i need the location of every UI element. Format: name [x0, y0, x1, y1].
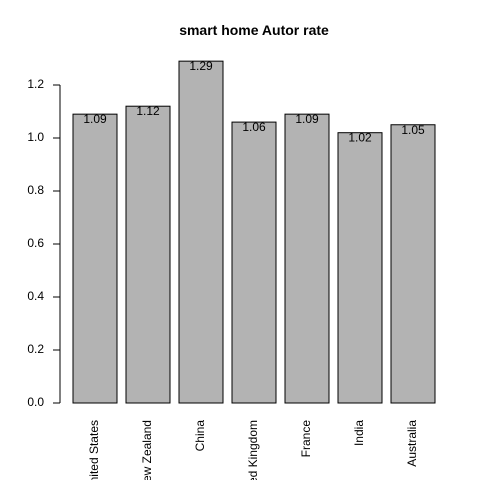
x-axis-labels: United States New Zealand China United King…	[87, 420, 419, 480]
data-label-3: 1.06	[242, 120, 266, 134]
bar-0	[72, 113, 118, 404]
category-label-6: Australia	[405, 420, 419, 467]
data-labels-group: 1.09 1.12 1.29 1.06 1.09 1.02 1.05	[83, 59, 425, 145]
y-tick-label-5: 1.0	[27, 130, 44, 144]
y-tick-label-1: 0.2	[27, 342, 44, 356]
category-label-3: United Kingdom	[246, 420, 260, 480]
category-label-4: France	[299, 420, 313, 458]
chart-title: smart home Autor rate	[179, 22, 329, 38]
data-label-6: 1.05	[401, 123, 425, 137]
bar-3	[231, 121, 277, 404]
bar-2	[178, 60, 224, 404]
data-label-0: 1.09	[83, 112, 107, 126]
bar-1	[125, 105, 171, 404]
y-tick-label-3: 0.6	[27, 236, 44, 250]
category-label-0: United States	[87, 420, 101, 480]
y-axis: 0.0 0.2 0.4 0.6 0.8 1.0 1.2	[27, 77, 61, 409]
category-label-2: China	[193, 420, 207, 452]
category-label-1: New Zealand	[140, 420, 154, 480]
bar-5	[337, 132, 383, 404]
data-label-4: 1.09	[295, 112, 319, 126]
bars-group	[72, 60, 436, 404]
data-label-1: 1.12	[136, 104, 160, 118]
bar-6	[390, 124, 436, 404]
category-label-5: India	[352, 420, 366, 446]
y-tick-label-2: 0.4	[27, 289, 44, 303]
y-tick-label-0: 0.0	[27, 395, 44, 409]
data-label-5: 1.02	[348, 131, 372, 145]
y-tick-label-6: 1.2	[27, 77, 44, 91]
bar-4	[284, 113, 330, 404]
data-label-2: 1.29	[189, 59, 213, 73]
y-tick-label-4: 0.8	[27, 183, 44, 197]
